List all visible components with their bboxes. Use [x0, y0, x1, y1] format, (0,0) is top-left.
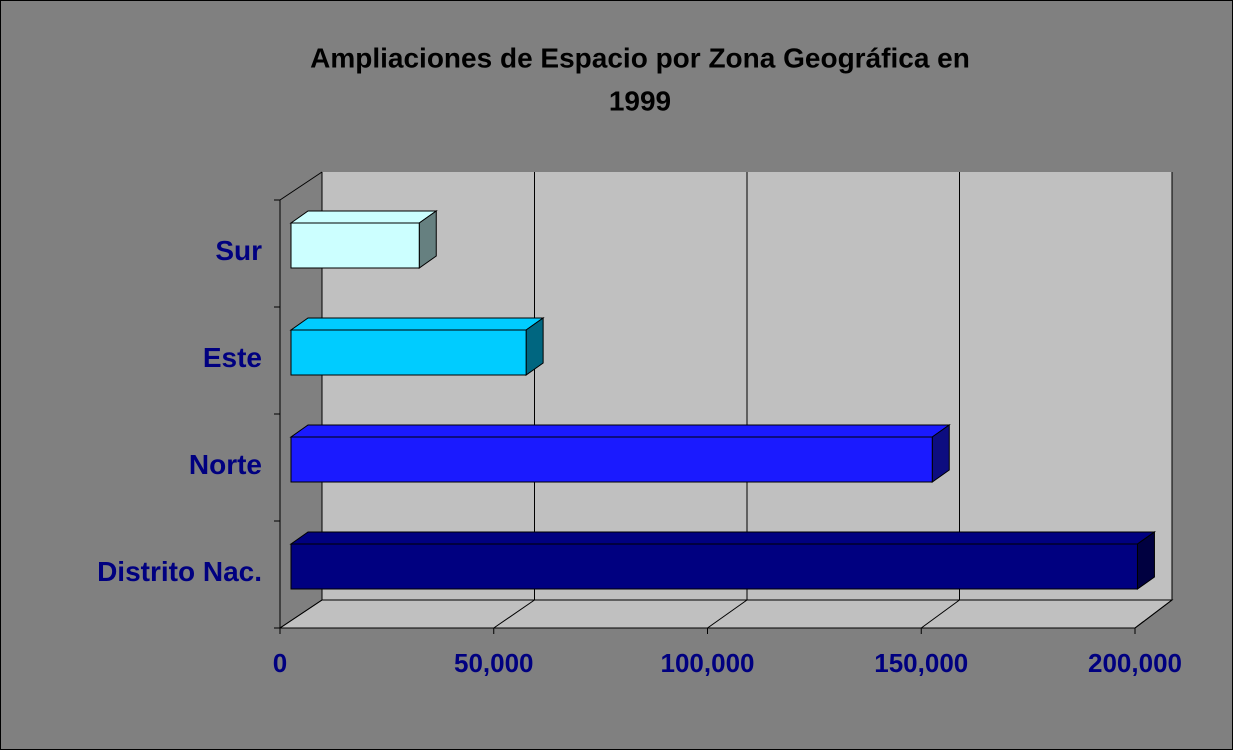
y-tick-label: Norte [189, 449, 262, 480]
y-tick-label: Distrito Nac. [97, 556, 262, 587]
bar [290, 543, 1138, 590]
y-tick-label: Sur [215, 235, 262, 266]
bar-top [289, 424, 951, 438]
bar [290, 436, 933, 483]
x-tick-label: 200,000 [1088, 648, 1182, 678]
floor-grid-line [920, 599, 960, 629]
x-tick-label: 50,000 [454, 648, 534, 678]
floor-grid-line [279, 599, 323, 629]
chart-title: Ampliaciones de Espacio por Zona Geográf… [310, 42, 970, 73]
bar [290, 222, 420, 269]
bar-top [289, 317, 545, 331]
y-tick-label: Este [203, 342, 262, 373]
chart-subtitle: 1999 [609, 85, 671, 116]
bar-top [289, 531, 1157, 545]
x-tick-label: 100,000 [661, 648, 755, 678]
bar [290, 329, 527, 376]
x-tick-label: 0 [273, 648, 287, 678]
floor-grid-line [707, 599, 748, 629]
x-tick-label: 150,000 [874, 648, 968, 678]
y-axis-depth [279, 171, 323, 201]
floor-grid-line [493, 599, 535, 629]
bar-top [289, 210, 438, 224]
floor-grid-line [1134, 599, 1173, 629]
floor [278, 599, 1174, 629]
